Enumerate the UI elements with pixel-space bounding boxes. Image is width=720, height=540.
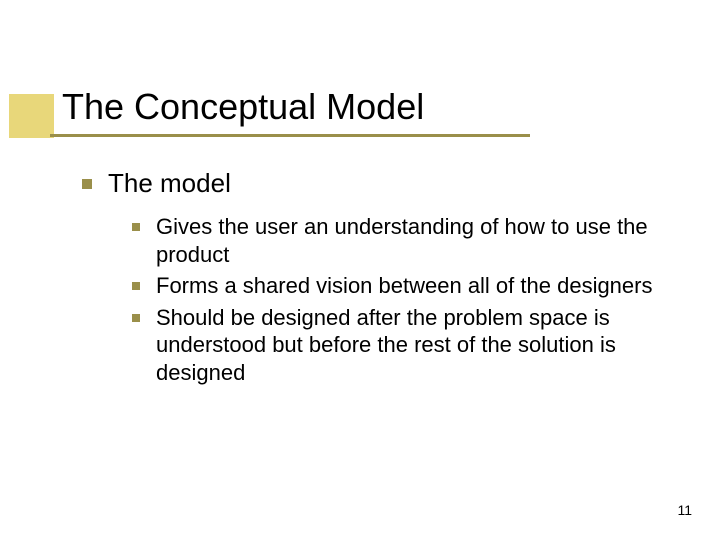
lvl2-text: Gives the user an understanding of how t…	[156, 213, 660, 268]
page-number: 11	[677, 502, 692, 518]
square-bullet-icon	[82, 179, 92, 189]
lvl2-text: Forms a shared vision between all of the…	[156, 272, 660, 300]
list-item-lvl2: Should be designed after the problem spa…	[132, 304, 660, 387]
lvl2-list: Gives the user an understanding of how t…	[132, 213, 660, 386]
slide: The Conceptual Model The model Gives the…	[0, 0, 720, 540]
accent-box	[9, 94, 54, 138]
title-underline	[50, 134, 530, 137]
square-bullet-icon	[132, 223, 140, 231]
list-item-lvl1: The model Gives the user an understandin…	[82, 168, 660, 386]
content-area: The model Gives the user an understandin…	[82, 168, 660, 398]
list-item-lvl2: Gives the user an understanding of how t…	[132, 213, 660, 268]
lvl1-text: The model	[108, 168, 660, 199]
slide-title: The Conceptual Model	[62, 88, 424, 126]
lvl2-text: Should be designed after the problem spa…	[156, 304, 660, 387]
square-bullet-icon	[132, 314, 140, 322]
list-item-lvl2: Forms a shared vision between all of the…	[132, 272, 660, 300]
square-bullet-icon	[132, 282, 140, 290]
